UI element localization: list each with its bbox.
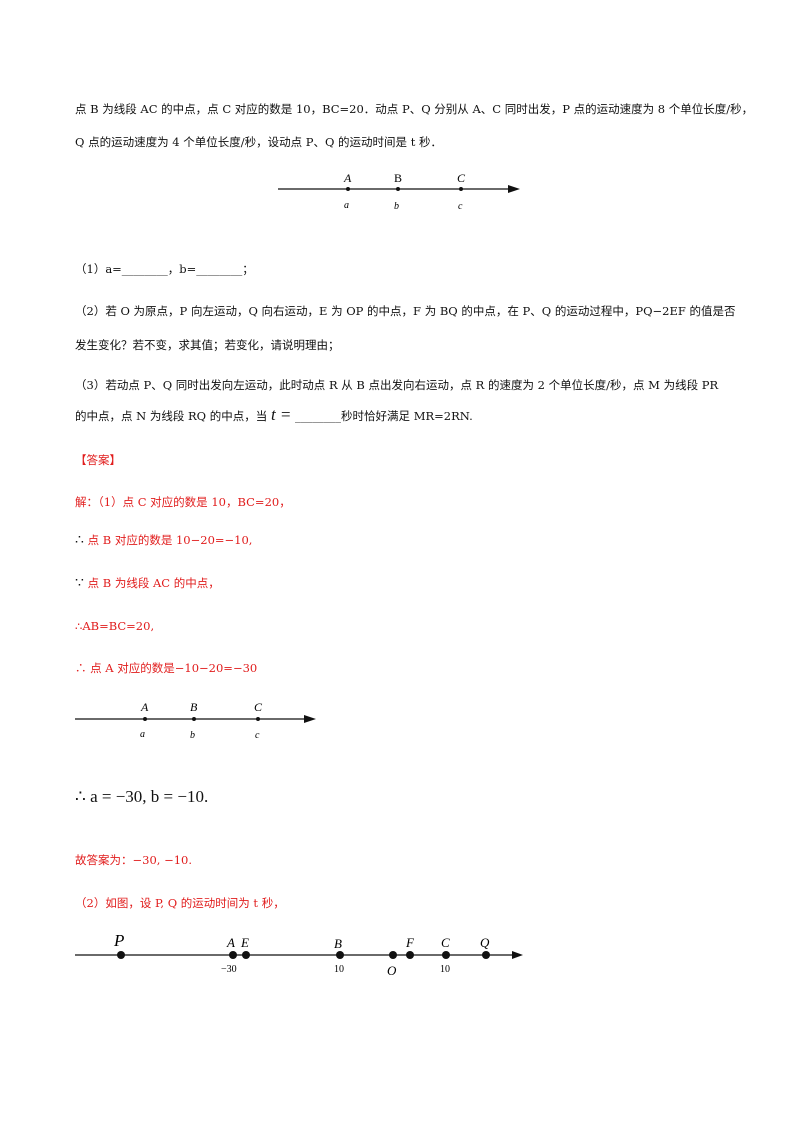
answer-step-1: 解：（1）点 C 对应的数是 10，BC=20， (75, 495, 291, 509)
label-O3: O (387, 963, 397, 978)
number-line-1: A B C a b c (278, 171, 520, 212)
answer-header: 【答案】 (75, 453, 121, 467)
label-E3: E (240, 935, 249, 950)
answer-step-3: ∵ 点 B 为线段 AC 的中点， (75, 575, 220, 591)
answer-step-3-text: 点 B 为线段 AC 的中点， (87, 576, 220, 590)
question-3-line2: 的中点，点 N 为线段 RQ 的中点，当 t = ________秒时恰好满足 … (75, 405, 473, 425)
label-A2: A (140, 700, 149, 714)
problem-intro-line1: 点 B 为线段 AC 的中点，点 C 对应的数是 10，BC=20．动点 P、Q… (75, 102, 754, 116)
label-c1: c (458, 201, 463, 212)
label-Q3: Q (480, 935, 490, 950)
question-1: （1）a=________，b=________； (75, 262, 254, 276)
because-symbol: ∵ (75, 575, 84, 591)
label-B3: B (334, 936, 342, 951)
answer-step-5: ∴ 点 A 对应的数是−10−20=−30 (75, 661, 258, 675)
label-c2: c (255, 730, 260, 741)
question-2-line1: （2）若 O 为原点，P 向左运动，Q 向右运动，E 为 OP 的中点，F 为 … (75, 304, 736, 318)
tick-10-b: 10 (334, 964, 344, 975)
q3-t-symbol: t = (270, 405, 292, 424)
label-B2: B (190, 700, 198, 714)
label-C2: C (254, 700, 263, 714)
number-line-3: P A E B F C Q O −30 10 10 (75, 931, 523, 978)
q3-text-a: 的中点，点 N 为线段 RQ 的中点，当 (75, 409, 268, 423)
label-A1: A (343, 171, 352, 185)
label-B1: B (394, 171, 402, 185)
q3-text-b: ________秒时恰好满足 MR=2RN. (295, 409, 473, 423)
therefore-symbol: ∴ (75, 532, 84, 548)
label-C3: C (441, 935, 450, 950)
label-C1: C (457, 171, 466, 185)
question-2-line2: 发生变化？若不变，求其值；若变化，请说明理由； (75, 338, 340, 352)
label-a1: a (344, 200, 349, 211)
label-P3: P (113, 931, 124, 950)
answer-step-7: 故答案为：−30, −10. (75, 853, 193, 867)
problem-intro-line2: Q 点的运动速度为 4 个单位长度/秒，设动点 P、Q 的运动时间是 t 秒． (75, 135, 442, 149)
label-b1: b (394, 201, 399, 212)
answer-step-2: ∴ 点 B 对应的数是 10−20=−10, (75, 532, 252, 548)
answer-step-4: ∴AB=BC=20, (75, 619, 155, 633)
tick-10-c: 10 (440, 964, 450, 975)
label-A3: A (226, 935, 235, 950)
answer-step-2-text: 点 B 对应的数是 10−20=−10, (87, 533, 253, 547)
answer-step-6: ∴ a = −30, b = −10. (75, 787, 209, 806)
label-a2: a (140, 729, 145, 740)
label-F3: F (405, 935, 415, 950)
answer-step-8: （2）如图，设 P, Q 的运动时间为 t 秒， (75, 896, 285, 910)
label-b2: b (190, 730, 195, 741)
tick-neg30: −30 (221, 964, 237, 975)
number-line-2: A B C a b c (75, 700, 316, 741)
question-3-line1: （3）若动点 P、Q 同时出发向左运动，此时动点 R 从 B 点出发向右运动，点… (75, 378, 719, 392)
